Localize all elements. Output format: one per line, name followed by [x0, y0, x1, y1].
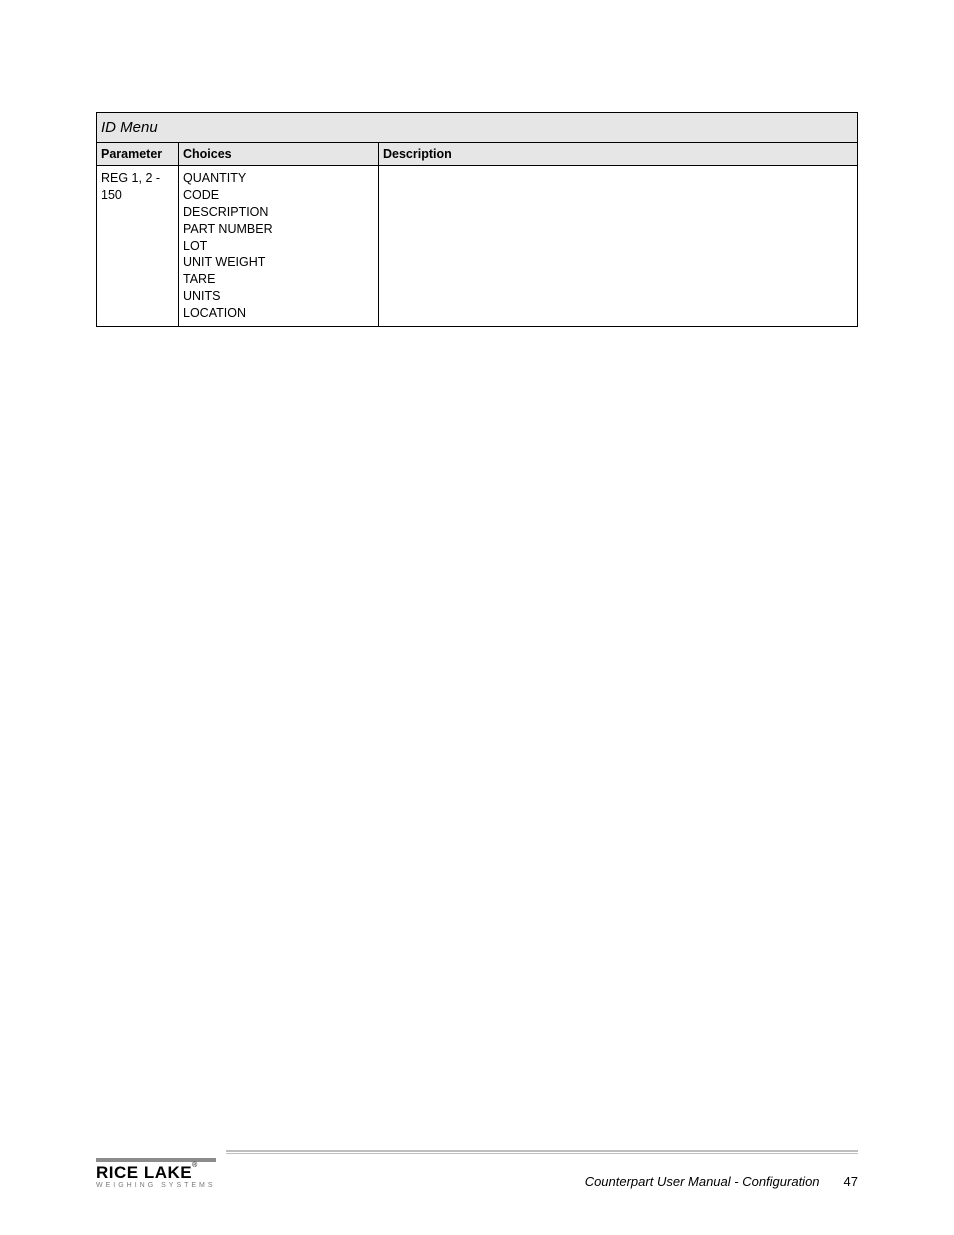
- table-header-row: Parameter Choices Description: [97, 143, 858, 166]
- choice-item: DESCRIPTION: [183, 204, 374, 221]
- header-parameter: Parameter: [97, 143, 179, 166]
- logo-subtext: WEIGHING SYSTEMS: [96, 1182, 216, 1189]
- rice-lake-logo: RICE LAKE® WEIGHING SYSTEMS: [96, 1158, 216, 1189]
- registered-icon: ®: [192, 1162, 198, 1169]
- cell-parameter: REG 1, 2 - 150: [97, 166, 179, 327]
- footer-rule-top: [226, 1150, 858, 1152]
- table-title-row: ID Menu: [97, 113, 858, 143]
- logo-bar-icon: [96, 1158, 216, 1162]
- logo-main-text: RICE LAKE®: [96, 1164, 198, 1181]
- choice-item: UNITS: [183, 288, 374, 305]
- footer-page-number: 47: [844, 1174, 858, 1189]
- choice-item: UNIT WEIGHT: [183, 254, 374, 271]
- table-row: REG 1, 2 - 150 QUANTITY CODE DESCRIPTION…: [97, 166, 858, 327]
- header-choices: Choices: [179, 143, 379, 166]
- table-title: ID Menu: [97, 113, 858, 143]
- choice-item: QUANTITY: [183, 170, 374, 187]
- page-footer: RICE LAKE® WEIGHING SYSTEMS Counterpart …: [96, 1150, 858, 1189]
- cell-choices: QUANTITY CODE DESCRIPTION PART NUMBER LO…: [179, 166, 379, 327]
- cell-description: [379, 166, 858, 327]
- footer-rule-bot: [226, 1153, 858, 1154]
- footer-right: Counterpart User Manual - Configuration …: [585, 1174, 858, 1189]
- header-description: Description: [379, 143, 858, 166]
- choice-item: LOT: [183, 238, 374, 255]
- logo-text: RICE LAKE: [96, 1163, 192, 1182]
- document-page: ID Menu Parameter Choices Description RE…: [0, 0, 954, 1235]
- id-menu-table: ID Menu Parameter Choices Description RE…: [96, 112, 858, 327]
- choice-item: PART NUMBER: [183, 221, 374, 238]
- choice-item: TARE: [183, 271, 374, 288]
- footer-line: RICE LAKE® WEIGHING SYSTEMS Counterpart …: [96, 1158, 858, 1189]
- footer-doc-title: Counterpart User Manual - Configuration: [585, 1174, 820, 1189]
- choice-item: LOCATION: [183, 305, 374, 322]
- choice-item: CODE: [183, 187, 374, 204]
